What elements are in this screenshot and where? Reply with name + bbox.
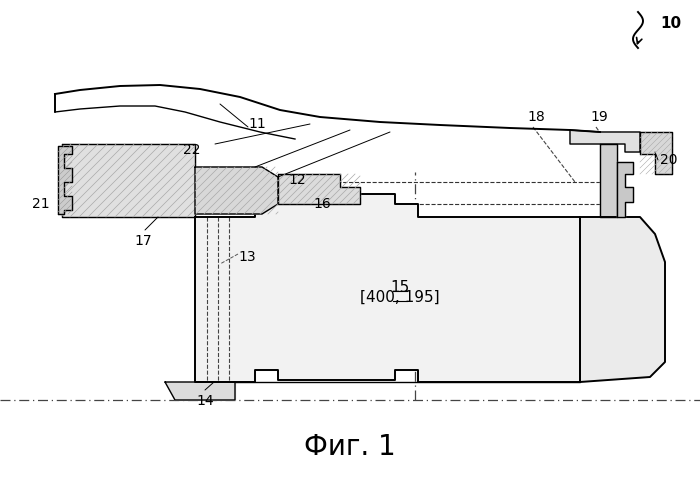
Polygon shape <box>600 144 617 217</box>
Polygon shape <box>640 132 672 174</box>
Text: 10: 10 <box>660 16 681 31</box>
Polygon shape <box>278 174 360 204</box>
Text: 16: 16 <box>313 197 330 211</box>
Text: 12: 12 <box>288 173 306 187</box>
Text: 21: 21 <box>32 197 50 211</box>
Polygon shape <box>195 194 580 382</box>
Polygon shape <box>165 382 235 400</box>
Text: 19: 19 <box>590 110 608 124</box>
Text: [400, 195]: [400, 195] <box>360 290 440 305</box>
Text: 20: 20 <box>660 153 678 167</box>
Text: 17: 17 <box>134 234 152 248</box>
Polygon shape <box>195 167 278 214</box>
Polygon shape <box>58 146 72 214</box>
Text: 13: 13 <box>238 250 256 264</box>
Text: 11: 11 <box>248 117 266 131</box>
Text: 18: 18 <box>527 110 545 124</box>
Polygon shape <box>570 130 640 152</box>
Text: 14: 14 <box>196 394 214 408</box>
Polygon shape <box>617 162 633 217</box>
Text: 15: 15 <box>391 280 409 295</box>
Polygon shape <box>62 144 195 217</box>
Text: Фиг. 1: Фиг. 1 <box>304 433 396 461</box>
Text: 22: 22 <box>183 143 200 157</box>
Polygon shape <box>580 217 665 382</box>
